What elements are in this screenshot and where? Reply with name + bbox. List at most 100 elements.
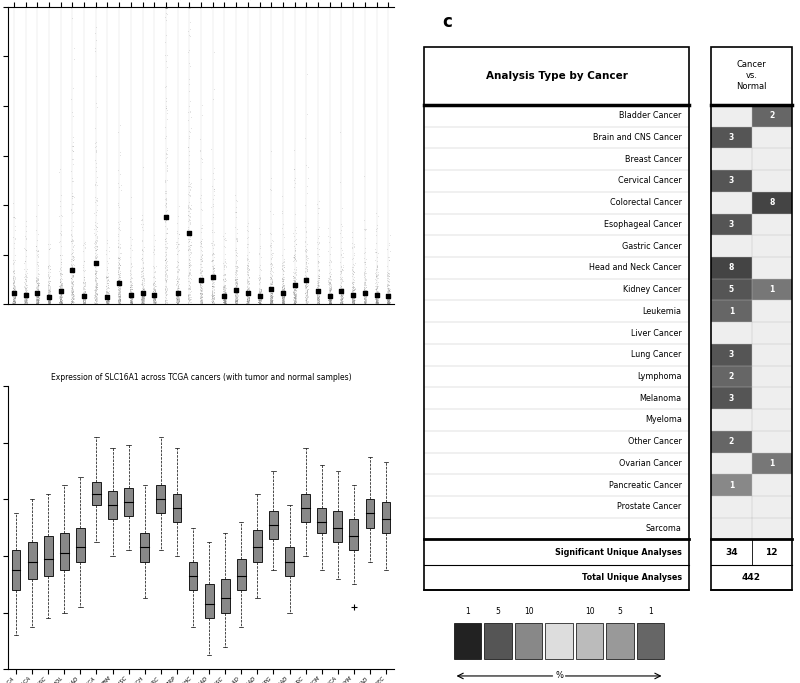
- Point: [114, 267, 126, 278]
- Point: [55, 280, 68, 291]
- Point: [335, 294, 348, 305]
- Point: [289, 298, 302, 309]
- Point: [66, 208, 79, 219]
- Point: [240, 249, 253, 260]
- Point: [137, 294, 150, 305]
- Point: [146, 293, 159, 304]
- Point: [264, 290, 277, 301]
- Point: [195, 204, 208, 215]
- Point: [90, 294, 103, 305]
- Point: [54, 278, 67, 289]
- Point: [312, 294, 325, 305]
- Point: [31, 298, 44, 309]
- Point: [44, 287, 57, 298]
- Point: [42, 268, 55, 279]
- Point: [276, 207, 289, 218]
- Point: [149, 294, 162, 305]
- Point: [137, 290, 150, 301]
- Point: [113, 298, 126, 309]
- Point: [334, 266, 347, 277]
- Point: [65, 166, 78, 177]
- Point: [242, 279, 255, 290]
- Point: [66, 258, 79, 269]
- Point: [335, 287, 348, 298]
- Point: [172, 290, 185, 301]
- Point: [55, 294, 68, 305]
- Point: [30, 210, 42, 221]
- Point: [381, 298, 394, 309]
- Point: [43, 297, 56, 308]
- Point: [370, 296, 382, 307]
- Point: [102, 275, 114, 285]
- Point: [159, 282, 172, 293]
- Point: [170, 283, 183, 294]
- Point: [230, 290, 242, 301]
- Point: [383, 292, 396, 303]
- Point: [208, 291, 221, 302]
- Point: [263, 292, 276, 303]
- Point: [55, 296, 68, 307]
- Point: [322, 290, 335, 301]
- Point: [242, 298, 254, 309]
- Point: [334, 297, 346, 308]
- Point: [334, 294, 347, 305]
- Point: [32, 275, 45, 286]
- Point: [78, 294, 90, 305]
- Point: [19, 298, 32, 309]
- Point: [66, 294, 78, 305]
- Point: [138, 291, 150, 302]
- Point: [289, 297, 302, 308]
- Point: [382, 298, 394, 309]
- Point: [126, 292, 138, 303]
- Point: [346, 285, 359, 296]
- Point: [252, 298, 265, 309]
- Point: [9, 297, 22, 308]
- Point: [218, 288, 230, 298]
- Point: [113, 182, 126, 193]
- Point: [207, 286, 220, 297]
- Point: [346, 286, 358, 297]
- Bar: [124, 488, 133, 516]
- Point: [42, 298, 54, 309]
- Point: [183, 249, 196, 260]
- Point: [348, 294, 361, 305]
- Point: [55, 287, 68, 298]
- Point: [219, 296, 232, 307]
- Point: [160, 295, 173, 306]
- Point: [382, 285, 394, 296]
- Point: [346, 279, 359, 290]
- Point: [31, 298, 44, 309]
- Point: [90, 298, 102, 309]
- Point: [8, 296, 21, 307]
- Point: [170, 298, 183, 309]
- Point: [7, 296, 20, 307]
- Point: [66, 251, 79, 262]
- Point: [30, 224, 42, 235]
- Point: [44, 298, 57, 309]
- Point: [30, 298, 42, 309]
- Point: [347, 295, 360, 306]
- Point: [359, 296, 372, 307]
- Point: [182, 259, 195, 270]
- Point: [102, 294, 114, 305]
- Point: [254, 298, 266, 309]
- Point: [382, 251, 395, 262]
- Point: [358, 296, 371, 307]
- Point: [90, 298, 103, 309]
- Point: [8, 292, 21, 303]
- Point: [65, 297, 78, 308]
- Point: [90, 244, 102, 255]
- Bar: [711, 148, 751, 170]
- Point: [160, 193, 173, 204]
- Point: [43, 298, 56, 309]
- Point: [357, 294, 370, 305]
- Point: [89, 266, 102, 277]
- Point: [336, 288, 349, 299]
- Point: [301, 281, 314, 292]
- Point: [371, 294, 384, 305]
- Point: [252, 297, 265, 308]
- Point: [20, 286, 33, 297]
- Point: [288, 298, 301, 309]
- Point: [382, 295, 395, 306]
- Point: [218, 295, 231, 306]
